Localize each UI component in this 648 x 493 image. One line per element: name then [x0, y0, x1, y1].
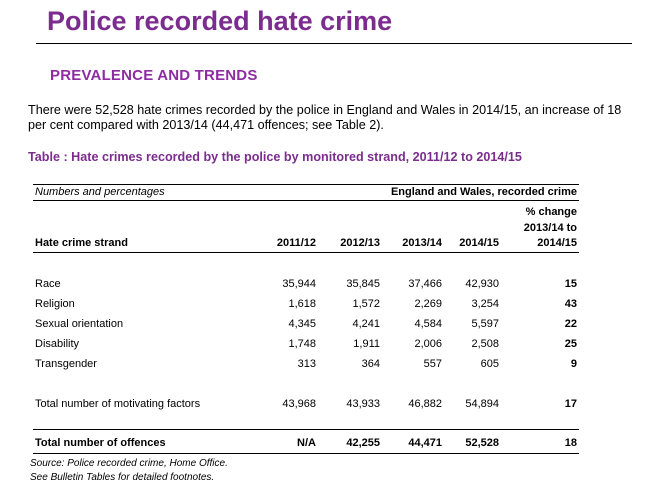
- row-value-2012-13: 35,845: [346, 278, 380, 290]
- row-label: Race: [35, 278, 61, 290]
- detail-footnote: See Bulletin Tables for detailed footnot…: [30, 472, 215, 483]
- header-2011-12: 2011/12: [276, 237, 316, 249]
- row-value-2011-12: 1,618: [288, 298, 316, 310]
- row-value-2011-12: 35,944: [282, 278, 316, 290]
- offences-label: Total number of offences: [35, 437, 166, 449]
- row-value-2014-15: 5,597: [471, 318, 499, 330]
- row-value-2012-13: 1,572: [352, 298, 380, 310]
- table-scope: England and Wales, recorded crime: [390, 186, 577, 198]
- motivating-2013-14: 46,882: [408, 398, 442, 410]
- section-heading: PREVALENCE AND TRENDS: [50, 67, 258, 84]
- header-change-line3: 2014/15: [537, 237, 577, 249]
- header-change-line1: % change: [525, 206, 577, 218]
- row-value-2011-12: 4,345: [288, 318, 316, 330]
- row-label: Sexual orientation: [35, 318, 124, 330]
- header-2012-13: 2012/13: [340, 237, 380, 249]
- row-value-2014-15: 2,508: [471, 338, 499, 350]
- motivating-change: 17: [564, 398, 577, 410]
- offences-2012-13: 42,255: [346, 437, 380, 449]
- motivating-2014-15: 54,894: [465, 398, 499, 410]
- motivating-2011-12: 43,968: [282, 398, 316, 410]
- offences-top-rule: [33, 429, 579, 430]
- row-value-change: 43: [564, 298, 577, 310]
- title-divider: [36, 43, 632, 44]
- header-2013-14: 2013/14: [402, 237, 442, 249]
- offences-change: 18: [564, 437, 577, 449]
- table-caption: Table : Hate crimes recorded by the poli…: [28, 150, 522, 164]
- row-value-change: 9: [570, 358, 577, 370]
- motivating-label: Total number of motivating factors: [35, 398, 201, 410]
- table-units: Numbers and percentages: [35, 186, 165, 198]
- row-value-change: 22: [564, 318, 577, 330]
- table-top-rule: [33, 184, 579, 185]
- page-title: Police recorded hate crime: [47, 6, 393, 36]
- row-value-2012-13: 4,241: [352, 318, 380, 330]
- row-value-change: 15: [564, 278, 577, 290]
- table-bottom-rule: [33, 453, 579, 454]
- motivating-2012-13: 43,933: [346, 398, 380, 410]
- row-value-2014-15: 605: [480, 358, 499, 370]
- row-value-change: 25: [564, 338, 577, 350]
- row-value-2013-14: 2,269: [414, 298, 442, 310]
- offences-2011-12: N/A: [297, 437, 316, 449]
- row-value-2011-12: 1,748: [288, 338, 316, 350]
- row-value-2014-15: 3,254: [471, 298, 499, 310]
- offences-2013-14: 44,471: [408, 437, 442, 449]
- hate-crime-table: Numbers and percentages England and Wale…: [33, 184, 579, 454]
- header-2014-15: 2014/15: [459, 237, 499, 249]
- row-label: Disability: [35, 338, 80, 350]
- row-value-2014-15: 42,930: [465, 278, 499, 290]
- offences-2014-15: 52,528: [465, 437, 499, 449]
- row-value-2013-14: 4,584: [414, 318, 442, 330]
- source-footnote: Source: Police recorded crime, Home Offi…: [30, 458, 228, 469]
- row-label: Transgender: [35, 358, 97, 370]
- header-change-line2: 2013/14 to: [523, 222, 577, 234]
- intro-paragraph: There were 52,528 hate crimes recorded b…: [28, 103, 622, 132]
- row-value-2013-14: 37,466: [408, 278, 442, 290]
- row-value-2011-12: 313: [297, 358, 316, 370]
- table-header-bottom-rule: [33, 252, 579, 253]
- table-header-top-rule: [33, 200, 579, 201]
- row-label: Religion: [35, 298, 75, 310]
- row-value-2012-13: 364: [361, 358, 380, 370]
- row-value-2013-14: 2,006: [414, 338, 442, 350]
- row-value-2012-13: 1,911: [353, 338, 380, 350]
- header-strand: Hate crime strand: [35, 237, 128, 249]
- row-value-2013-14: 557: [423, 358, 442, 370]
